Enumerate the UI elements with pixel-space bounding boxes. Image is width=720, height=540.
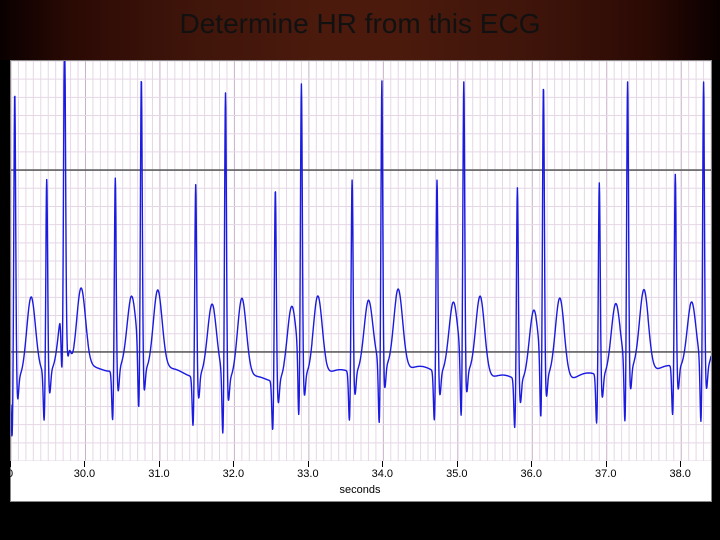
x-tick-label: 38.0	[669, 468, 690, 480]
x-tick-label: 32.0	[223, 468, 244, 480]
x-tick-mark	[531, 461, 532, 467]
x-tick-label: 36.0	[521, 468, 542, 480]
x-tick-mark	[457, 461, 458, 467]
x-tick-label: 34.0	[372, 468, 393, 480]
x-tick-label: 30.0	[74, 468, 95, 480]
x-axis-title: seconds	[340, 484, 381, 496]
ecg-chart	[10, 60, 712, 462]
x-tick-mark	[680, 461, 681, 467]
x-tick-mark	[159, 461, 160, 467]
x-tick-label: 35.0	[446, 468, 467, 480]
x-tick-label: 33.0	[297, 468, 318, 480]
x-tick-mark	[84, 461, 85, 467]
page-title: Determine HR from this ECG	[0, 8, 720, 40]
ecg-chart-svg	[11, 61, 711, 461]
x-tick-mark	[10, 461, 11, 467]
x-tick-label: 31.0	[148, 468, 169, 480]
x-tick-mark	[233, 461, 234, 467]
x-tick-mark	[308, 461, 309, 467]
x-tick-label: 37.0	[595, 468, 616, 480]
x-tick-mark	[382, 461, 383, 467]
x-tick-mark	[606, 461, 607, 467]
x-tick-label: 0	[7, 468, 13, 480]
